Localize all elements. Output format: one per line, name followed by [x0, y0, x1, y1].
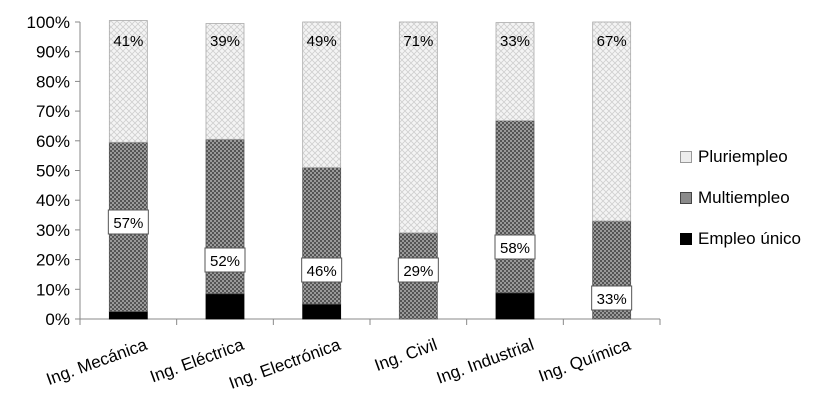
data-label-pluriempleo: 71% — [403, 33, 433, 50]
y-tick-label: 100% — [27, 13, 70, 32]
legend-item-multiempleo: Multiempleo — [680, 187, 801, 208]
data-label-box — [301, 257, 343, 283]
bar-segment-multiempleo — [495, 120, 535, 294]
bar-segment-pluriempleo — [205, 23, 245, 140]
x-tick-label: Ing. Civil — [372, 335, 440, 375]
data-label-pluriempleo: 33% — [500, 33, 530, 50]
data-label-pluriempleo: 41% — [113, 33, 143, 50]
legend-item-pluriempleo: Pluriempleo — [680, 146, 801, 167]
legend-swatch-pluriempleo — [680, 150, 692, 163]
data-label-multiempleo: 29% — [403, 263, 433, 280]
data-label-box — [107, 209, 149, 235]
data-label-multiempleo: 52% — [210, 253, 240, 270]
bar-segment-pluriempleo — [592, 21, 632, 222]
x-tick-label: Ing. Electrónica — [226, 335, 343, 393]
y-tick-label: 40% — [36, 191, 70, 210]
data-label-multiempleo: 46% — [307, 263, 337, 280]
data-label-multiempleo: 58% — [500, 240, 530, 257]
data-label-box — [494, 234, 536, 260]
y-tick-label: 60% — [36, 132, 70, 151]
bar-segment-empleo-nico — [495, 292, 535, 320]
legend-label-multiempleo: Multiempleo — [698, 187, 790, 207]
x-tick-label: Ing. Mecánica — [44, 335, 150, 389]
y-tick-label: 70% — [36, 102, 70, 121]
y-tick-label: 90% — [36, 43, 70, 62]
bar-segment-empleo-nico — [108, 311, 148, 320]
y-tick-label: 10% — [36, 280, 70, 299]
data-label-multiempleo: 57% — [113, 215, 143, 232]
legend-swatch-empleo-unico — [680, 232, 692, 245]
y-tick-label: 30% — [36, 221, 70, 240]
data-label-box — [204, 247, 246, 273]
y-tick-label: 20% — [36, 251, 70, 270]
data-label-pluriempleo: 39% — [210, 33, 240, 50]
data-label-multiempleo: 33% — [597, 291, 627, 308]
legend-label-empleo-unico: Empleo único — [698, 228, 802, 248]
x-tick-label: Ing. Industrial — [434, 335, 536, 388]
bar-segment-pluriempleo — [108, 20, 148, 143]
legend: Pluriempleo Multiempleo Empleo único — [680, 146, 801, 269]
data-label-box — [397, 257, 439, 283]
bar-segment-pluriempleo — [398, 21, 438, 234]
y-tick-label: 0% — [45, 310, 70, 329]
bar-segment-empleo-nico — [302, 303, 342, 320]
x-tick-label: Ing. Química — [536, 335, 634, 386]
legend-label-pluriempleo: Pluriempleo — [698, 146, 788, 166]
bar-segment-pluriempleo — [495, 22, 535, 122]
bar-segment-multiempleo — [302, 167, 342, 305]
data-label-pluriempleo: 49% — [307, 33, 337, 50]
data-label-box — [591, 285, 633, 311]
legend-swatch-multiempleo — [680, 191, 692, 204]
y-tick-label: 50% — [36, 162, 70, 181]
y-tick-label: 80% — [36, 72, 70, 91]
bar-segment-pluriempleo — [302, 21, 342, 168]
legend-item-empleo-unico: Empleo único — [680, 228, 801, 249]
bar-segment-empleo-nico — [205, 293, 245, 320]
data-label-pluriempleo: 67% — [597, 33, 627, 50]
